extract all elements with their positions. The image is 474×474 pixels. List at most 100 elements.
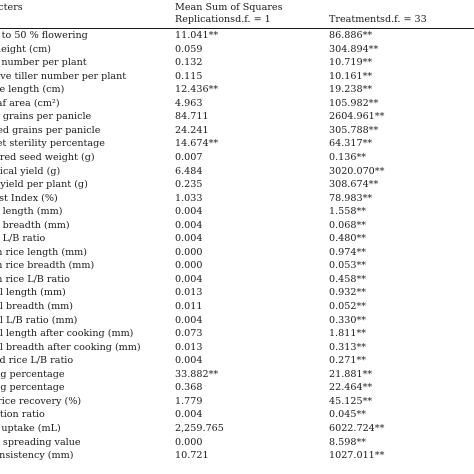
replications-cell: 0.115: [175, 70, 203, 82]
table-row: ctive tiller number per plant 0.115 10.161…: [0, 71, 474, 84]
treatments-cell: 22.464**: [329, 382, 373, 394]
treatments-cell: 0.053**: [329, 260, 367, 272]
replications-cell: 0.132: [175, 57, 203, 69]
character-cell: ogical yield (g): [0, 165, 61, 177]
treatments-cell: 0.052**: [329, 301, 367, 312]
character-cell: dy length (mm): [0, 206, 63, 218]
treatments-cell: 86.886**: [329, 30, 373, 41]
replications-cell: 0.013: [175, 287, 203, 299]
table-row: d rice recovery (%) 1.779 45.125**: [0, 396, 474, 409]
replications-cell: 0.004: [175, 233, 203, 245]
table-row: nel length after cooking (mm) 0.073 1.811*…: [0, 328, 474, 341]
table-row: gation ratio 0.004 0.045**: [0, 409, 474, 422]
table-row: dy L/B ratio 0.004 0.480**: [0, 233, 474, 246]
replications-cell: 0.007: [175, 151, 203, 163]
replications-cell: 0.000: [175, 246, 203, 258]
character-cell: nel L/B ratio (mm): [0, 314, 78, 326]
treatments-cell: 6022.724**: [329, 422, 385, 434]
table-row: ali spreading value 0.000 8.598**: [0, 437, 474, 450]
treatments-cell: 304.894**: [329, 43, 379, 55]
character-cell: er number per plant: [0, 57, 87, 69]
header-treatments: Treatmentsd.f. = 33: [329, 14, 427, 25]
replications-cell: 24.241: [175, 124, 209, 136]
treatments-cell: 0.330**: [329, 314, 367, 326]
treatments-cell: 10.161**: [329, 70, 373, 82]
replications-cell: 4.963: [175, 97, 203, 109]
treatments-cell: 3020.070**: [329, 165, 385, 177]
treatments-cell: 64.317**: [329, 138, 373, 150]
treatments-cell: 308.674**: [329, 179, 379, 191]
treatments-cell: 78.983**: [329, 192, 373, 204]
table-row: consistency (mm) 10.721 1027.011**: [0, 450, 474, 463]
character-cell: nel breadth (mm): [0, 301, 74, 312]
treatments-cell: 2604.961**: [329, 111, 385, 123]
replications-cell: 0.235: [175, 179, 203, 191]
treatments-cell: 0.932**: [329, 287, 367, 299]
replications-cell: 0.004: [175, 219, 203, 231]
replications-cell: 0.368: [175, 382, 203, 394]
treatments-cell: 0.136**: [329, 151, 367, 163]
table-row: ed grains per panicle 84.711 2604.961**: [0, 111, 474, 124]
replications-cell: 0.004: [175, 314, 203, 326]
replications-cell: 0.013: [175, 341, 203, 353]
replications-cell: 0.000: [175, 260, 203, 272]
character-cell: ling percentage: [0, 382, 65, 394]
character-cell: ali spreading value: [0, 436, 81, 448]
treatments-cell: 19.238**: [329, 84, 373, 96]
table-row: icle length (cm) 12.436** 19.238**: [0, 84, 474, 97]
treatments-cell: 0.458**: [329, 273, 367, 285]
character-cell: in yield per plant (g): [0, 179, 88, 191]
character-cell: dy breadth (mm): [0, 219, 70, 231]
replications-cell: 10.721: [175, 450, 209, 462]
table-row: adred seed weight (g) 0.007 0.136**: [0, 152, 474, 165]
table-row: illed grains per panicle 24.241 305.788**: [0, 125, 474, 138]
replications-cell: 0.004: [175, 409, 203, 421]
header-replications: Replicationsd.f. = 1: [175, 14, 271, 25]
table-row: ling percentage 33.882** 21.881**: [0, 369, 474, 382]
replications-cell: 33.882**: [175, 368, 219, 380]
character-cell: leaf area (cm²): [0, 97, 60, 109]
treatments-cell: 0.313**: [329, 341, 367, 353]
replications-cell: 0.059: [175, 43, 203, 55]
table-row: nel length (mm) 0.013 0.932**: [0, 287, 474, 300]
character-cell: nel length (mm): [0, 287, 66, 299]
treatments-cell: 1.558**: [329, 206, 367, 218]
treatments-cell: 305.788**: [329, 124, 379, 136]
replications-cell: 0.004: [175, 355, 203, 367]
table-row: es to 50 % flowering 11.041** 86.886**: [0, 30, 474, 43]
replications-cell: 11.041**: [175, 30, 219, 41]
treatments-cell: 0.974**: [329, 246, 367, 258]
replications-cell: 6.484: [175, 165, 203, 177]
character-cell: wn rice length (mm): [0, 246, 88, 258]
table-row: dy length (mm) 0.004 1.558**: [0, 206, 474, 219]
treatments-cell: 0.068**: [329, 219, 367, 231]
treatments-cell: 10.719**: [329, 57, 373, 69]
character-cell: icle length (cm): [0, 84, 65, 96]
replications-cell: 12.436**: [175, 84, 219, 96]
character-cell: es to 50 % flowering: [0, 30, 88, 41]
treatments-cell: 1.811**: [329, 328, 367, 340]
table-row: dy breadth (mm) 0.004 0.068**: [0, 220, 474, 233]
table-row: ked rice L/B ratio 0.004 0.271**: [0, 355, 474, 368]
table-row: wn rice L/B ratio 0.004 0.458**: [0, 274, 474, 287]
header-mean-sum-of-squares: Mean Sum of Squares: [175, 2, 283, 13]
character-cell: wn rice L/B ratio: [0, 273, 70, 285]
character-cell: gation ratio: [0, 409, 45, 421]
table-row: leaf area (cm²) 4.963 105.982**: [0, 98, 474, 111]
character-cell: d rice recovery (%): [0, 395, 82, 407]
treatments-cell: 21.881**: [329, 368, 373, 380]
table-row: er number per plant 0.132 10.719**: [0, 57, 474, 70]
table-row: vest Index (%) 1.033 78.983**: [0, 193, 474, 206]
treatments-cell: 0.480**: [329, 233, 367, 245]
character-cell: ked rice L/B ratio: [0, 355, 74, 367]
character-cell: illed grains per panicle: [0, 124, 101, 136]
replications-cell: 1.779: [175, 395, 203, 407]
replications-cell: 0.073: [175, 328, 203, 340]
character-cell: consistency (mm): [0, 450, 74, 462]
character-cell: ling percentage: [0, 368, 65, 380]
table-row: in yield per plant (g) 0.235 308.674**: [0, 179, 474, 192]
replications-cell: 0.004: [175, 273, 203, 285]
treatments-cell: 0.271**: [329, 355, 367, 367]
table-row: elet sterility percentage 14.674** 64.317*…: [0, 138, 474, 151]
table-row: ogical yield (g) 6.484 3020.070**: [0, 166, 474, 179]
